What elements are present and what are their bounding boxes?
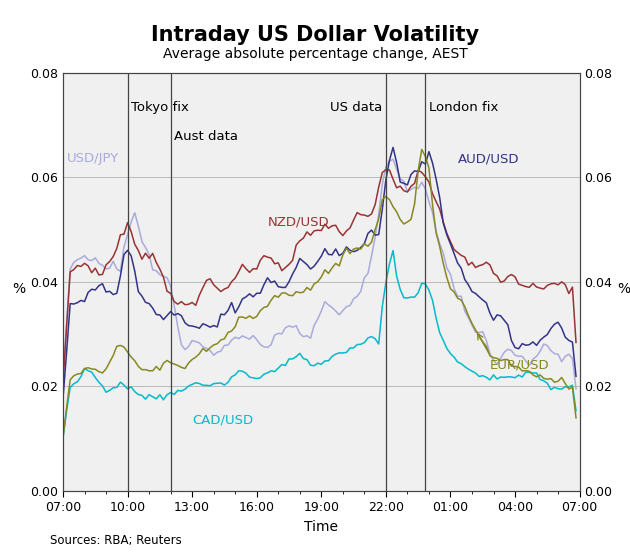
Text: AUD/USD: AUD/USD bbox=[457, 152, 519, 165]
Text: Average absolute percentage change, AEST: Average absolute percentage change, AEST bbox=[163, 47, 467, 61]
Text: Intraday US Dollar Volatility: Intraday US Dollar Volatility bbox=[151, 25, 479, 45]
Text: CAD/USD: CAD/USD bbox=[192, 414, 253, 427]
Y-axis label: %: % bbox=[617, 282, 630, 296]
Text: NZD/USD: NZD/USD bbox=[268, 215, 329, 228]
Text: EUR/USD: EUR/USD bbox=[490, 359, 549, 372]
Text: London fix: London fix bbox=[429, 102, 498, 114]
Text: Tokyo fix: Tokyo fix bbox=[131, 102, 189, 114]
Text: US data: US data bbox=[330, 102, 382, 114]
Text: Sources: RBA; Reuters: Sources: RBA; Reuters bbox=[50, 534, 182, 547]
Text: USD/JPY: USD/JPY bbox=[67, 152, 119, 165]
Text: Aust data: Aust data bbox=[175, 130, 238, 143]
Y-axis label: %: % bbox=[13, 282, 26, 296]
X-axis label: Time: Time bbox=[304, 520, 338, 534]
